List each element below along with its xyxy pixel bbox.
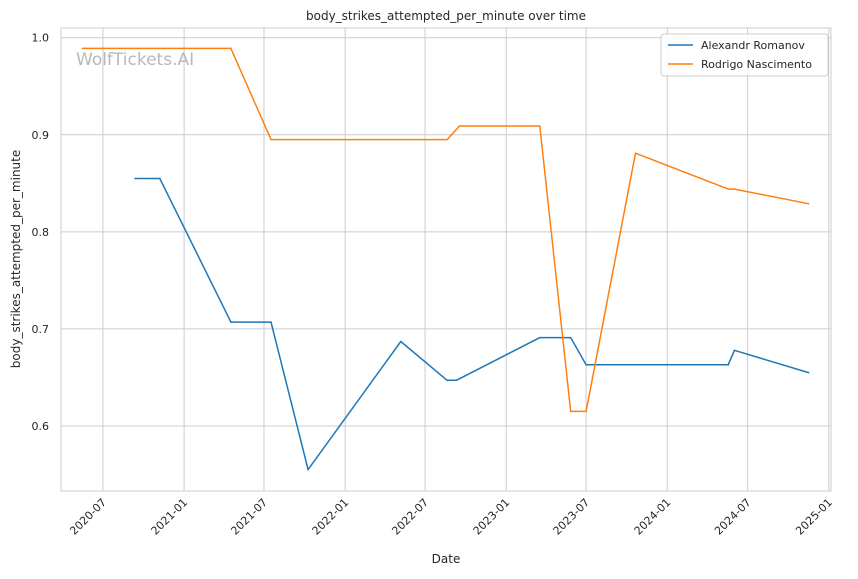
legend-box: [660, 33, 829, 77]
y-tick-label: 0.9: [32, 129, 50, 142]
x-tick-label: 2024-01: [632, 496, 674, 538]
data-point: [270, 321, 272, 323]
data-point: [455, 379, 458, 382]
y-axis-ticks: 0.6 0.7 0.8 0.9 1.0: [32, 32, 50, 433]
data-point: [230, 321, 232, 323]
x-axis-ticks: 2020-07 2021-01 2021-07 2022-01 2022-07 2023-…: [67, 496, 835, 538]
series-rodrigo-nascimento: [81, 47, 810, 413]
x-tick-label: 2024-07: [712, 496, 754, 538]
x-tick-label: 2023-01: [471, 496, 513, 538]
x-tick-label: 2025-01: [793, 496, 835, 538]
y-tick-label: 1.0: [32, 32, 50, 45]
legend: Alexandr Romanov Rodrigo Nascimento: [660, 33, 829, 77]
y-tick-label: 0.6: [32, 420, 50, 433]
x-tick-label: 2020-07: [67, 496, 109, 538]
legend-label-romanov: Alexandr Romanov: [701, 39, 805, 52]
data-point: [399, 340, 402, 343]
series-alexandr-romanov: [134, 177, 810, 471]
data-point: [458, 125, 461, 127]
data-point: [727, 188, 729, 190]
data-point: [230, 47, 232, 50]
x-tick-label: 2021-07: [228, 496, 270, 538]
data-point: [446, 138, 448, 141]
data-point: [807, 202, 810, 205]
x-tick-label: 2022-01: [310, 496, 352, 538]
y-tick-label: 0.7: [32, 323, 50, 336]
data-point: [569, 336, 572, 339]
data-point: [538, 336, 541, 339]
data-point: [733, 188, 736, 190]
x-axis-title: Date: [432, 552, 461, 566]
data-point: [446, 379, 448, 382]
data-point: [634, 152, 637, 155]
series-layer: [81, 47, 810, 471]
data-point: [727, 364, 729, 366]
watermark: WolfTickets.AI: [76, 50, 194, 70]
data-point: [270, 138, 272, 141]
y-tick-label: 0.8: [32, 226, 50, 239]
data-point: [569, 410, 572, 413]
data-point: [585, 364, 587, 366]
plot-frame: [60, 27, 832, 492]
data-point: [538, 125, 541, 127]
y-axis-title: body_strikes_attempted_per_minute: [9, 150, 23, 368]
chart-title: body_strikes_attempted_per_minute over t…: [306, 9, 586, 23]
data-point: [81, 47, 84, 50]
data-point: [307, 468, 309, 471]
data-point: [585, 410, 587, 413]
series-line-alexandr-romanov: [135, 177, 809, 471]
x-tick-label: 2021-01: [149, 496, 191, 538]
x-tick-label: 2023-07: [551, 496, 593, 538]
series-line-rodrigo-nascimento: [82, 47, 809, 413]
x-tick-label: 2022-07: [389, 496, 431, 538]
data-point: [134, 177, 136, 180]
data-point: [733, 349, 736, 352]
data-point: [807, 371, 810, 374]
legend-label-nascimento: Rodrigo Nascimento: [701, 58, 812, 71]
grid: [61, 28, 831, 491]
data-point: [159, 177, 161, 180]
